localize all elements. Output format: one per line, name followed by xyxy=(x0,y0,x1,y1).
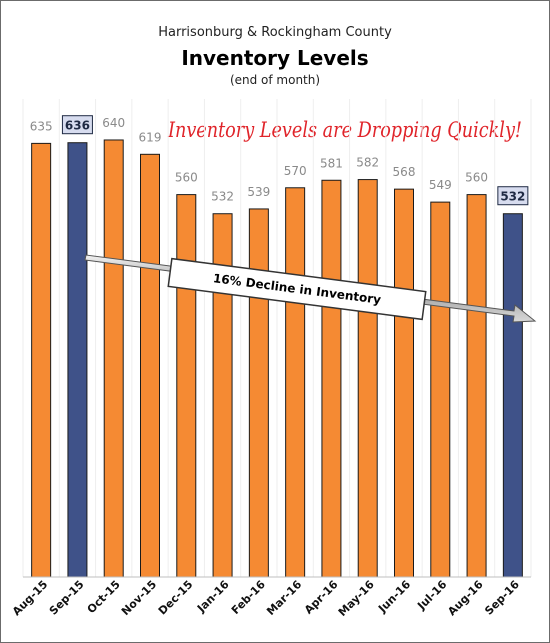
value-label-sep-16: 532 xyxy=(500,190,525,204)
bar-apr-16 xyxy=(321,179,342,578)
tick-label-sep-15: Sep-15 xyxy=(47,578,87,618)
bar-nov-15 xyxy=(140,153,160,578)
bar-mar-16 xyxy=(285,187,306,578)
tick-label-apr-16: Apr-16 xyxy=(302,578,341,617)
value-label-sep-15: 636 xyxy=(65,119,90,133)
bar-may-16 xyxy=(357,179,378,578)
trend-label-box xyxy=(167,257,427,321)
value-label-aug-16: 560 xyxy=(465,171,488,185)
tick-label-nov-15: Nov-15 xyxy=(119,578,159,618)
value-label-dec-15: 560 xyxy=(175,171,198,185)
value-label-aug-15: 635 xyxy=(30,119,53,133)
bar-aug-16 xyxy=(466,194,487,578)
tick-label-dec-15: Dec-15 xyxy=(156,578,196,618)
bar-oct-15 xyxy=(103,139,124,578)
gridlines xyxy=(22,99,532,577)
tick-label-feb-16: Feb-16 xyxy=(229,578,268,617)
headline-annotation: Inventory Levels are Dropping Quickly! xyxy=(167,118,522,142)
bar-jul-16 xyxy=(430,201,451,578)
tick-label-jul-16: Jul-16 xyxy=(414,578,449,613)
value-label-box-sep-16 xyxy=(497,186,529,206)
tick-label-aug-15: Aug-15 xyxy=(10,578,50,618)
tick-label-may-16: May-16 xyxy=(336,578,377,619)
chart-title: Inventory Levels xyxy=(181,46,368,70)
bar-aug-15 xyxy=(31,142,52,578)
tick-label-mar-16: Mar-16 xyxy=(264,578,304,618)
value-label-nov-15: 619 xyxy=(139,130,162,144)
value-label-apr-16: 581 xyxy=(320,156,343,170)
value-label-jan-16: 532 xyxy=(211,190,234,204)
value-label-oct-15: 640 xyxy=(102,116,125,130)
tick-label-oct-15: Oct-15 xyxy=(85,578,123,616)
value-label-may-16: 582 xyxy=(356,156,379,170)
bar-sep-16 xyxy=(502,213,523,578)
tick-label-aug-16: Aug-16 xyxy=(445,578,486,619)
value-label-jul-16: 549 xyxy=(429,178,452,192)
value-label-feb-16: 539 xyxy=(247,185,270,199)
chart-subtitle: Harrisonburg & Rockingham County xyxy=(158,25,392,40)
value-label-mar-16: 570 xyxy=(284,164,307,178)
chart-note: (end of month) xyxy=(230,73,320,87)
bars xyxy=(31,139,523,578)
tick-label-sep-16: Sep-16 xyxy=(482,578,522,618)
bar-jun-16 xyxy=(394,188,414,578)
value-label-box-sep-15 xyxy=(61,115,93,135)
bar-feb-16 xyxy=(248,208,269,578)
bar-sep-15 xyxy=(67,142,88,578)
tick-label-jan-16: Jan-16 xyxy=(194,578,232,616)
bar-dec-15 xyxy=(176,194,197,578)
tick-label-jun-16: Jun-16 xyxy=(375,578,413,616)
value-label-jun-16: 568 xyxy=(393,165,416,179)
value-labels: 635 636 640 619 560 532 539 570 581 582 568 549 560 5… xyxy=(30,115,529,206)
